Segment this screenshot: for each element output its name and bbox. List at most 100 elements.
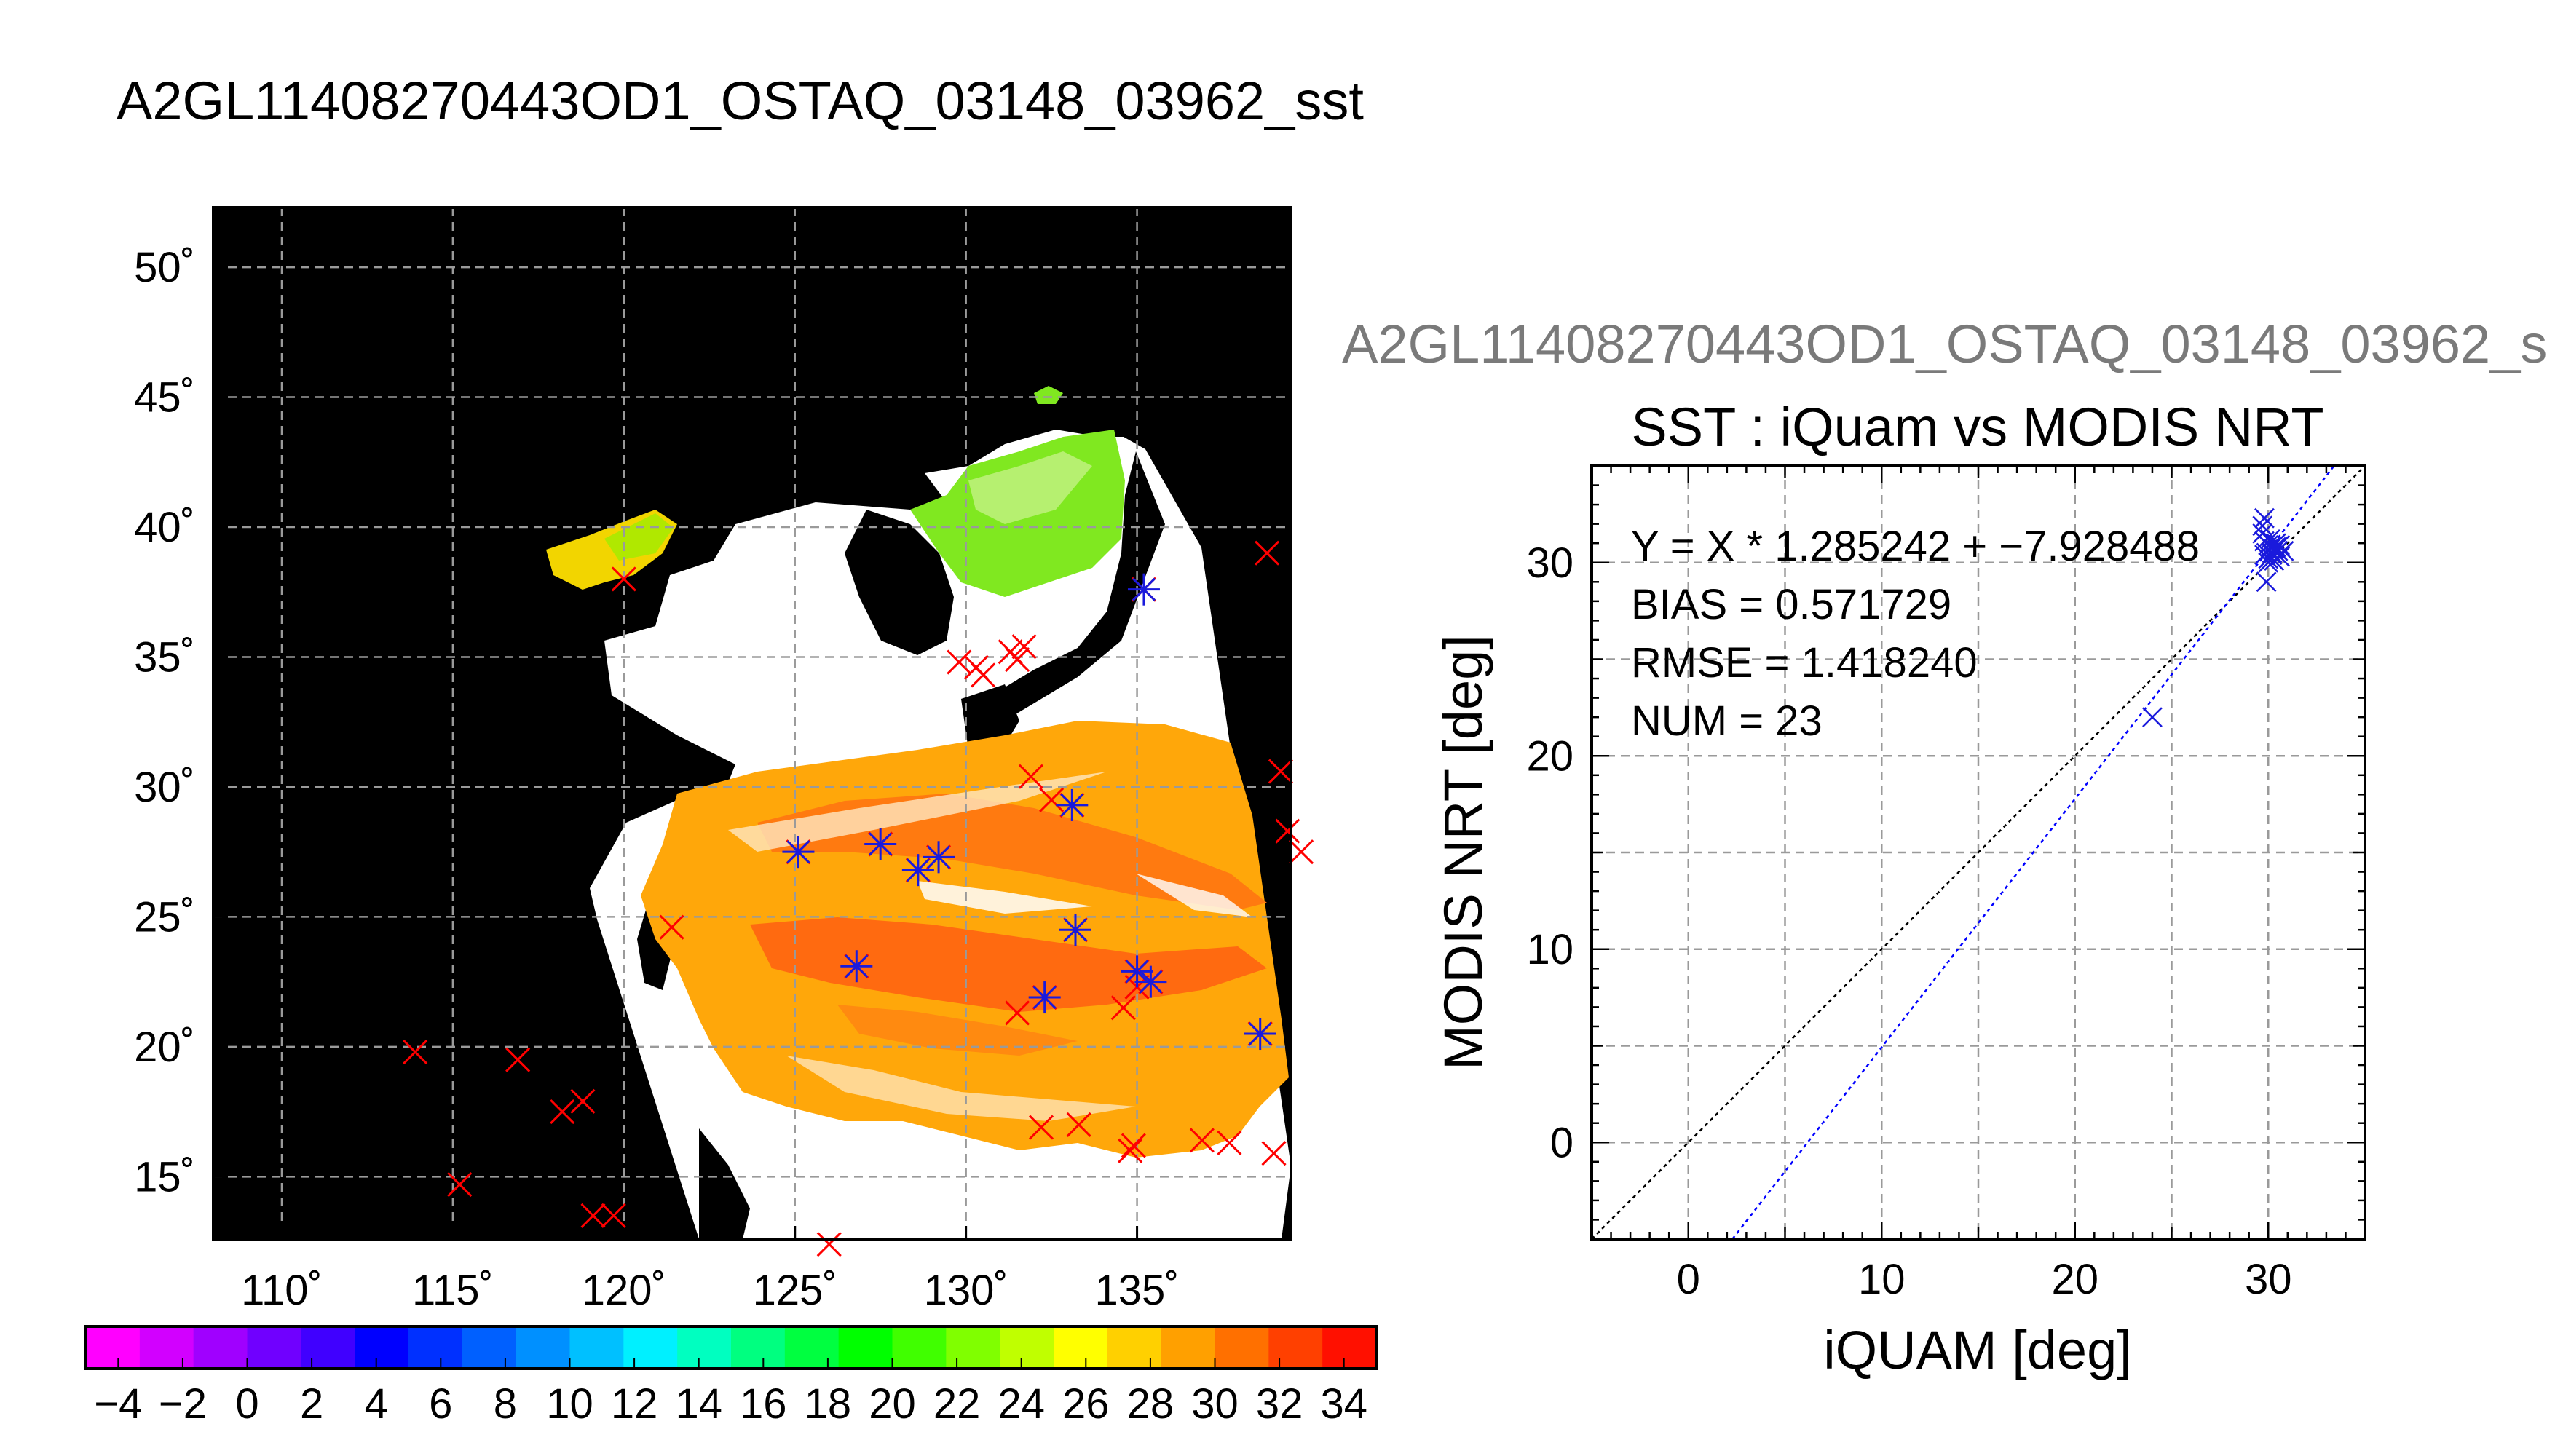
matchup-marker-blue-d2	[1063, 918, 1088, 942]
iquam-marker	[447, 1171, 473, 1198]
iquam-marker	[947, 649, 972, 675]
colorbar: −4 −2 0 2 4 6 8 10 12 14 16 18 20 22 24 26 28 30 32 34	[84, 1325, 1378, 1428]
lat-tick-label: 25˚	[134, 893, 195, 941]
iquam-marker	[550, 1099, 575, 1125]
matchup-marker-blue-d2	[786, 840, 810, 864]
scatter-frame	[1590, 464, 2366, 1241]
iquam-marker	[1268, 759, 1293, 784]
colorbar-cell	[247, 1326, 302, 1369]
matchup-marker-blue-d2	[1132, 577, 1156, 601]
lon-tick-label: 115˚	[412, 1267, 494, 1314]
colorbar-tick-label: −2	[159, 1380, 207, 1428]
iquam-marker	[1217, 1130, 1242, 1155]
iquam-marker	[1255, 540, 1280, 566]
matchup-marker-blue-d2	[927, 845, 951, 869]
scatter-lines	[1591, 465, 2366, 1240]
matchup-marker-blue-d2	[1139, 970, 1163, 994]
iquam-marker	[1039, 787, 1065, 812]
iquam-marker	[1275, 818, 1300, 844]
colorbar-tick-label: 6	[429, 1380, 452, 1428]
colorbar-tick-label: 8	[494, 1380, 517, 1428]
colorbar-tick-label: 4	[365, 1380, 388, 1428]
lat-tick-label: 20˚	[134, 1024, 195, 1071]
matchup-marker	[1127, 573, 1160, 606]
lat-tick-labels: 50˚ 45˚ 40˚ 35˚ 30˚ 25˚ 20˚ 15˚	[134, 244, 195, 1200]
korean-peninsula-land	[845, 510, 954, 655]
colorbar-tick-label: 2	[300, 1380, 323, 1428]
lat-tick-label: 35˚	[134, 633, 195, 681]
matchup-marker	[923, 841, 955, 874]
cloud-streak-1	[728, 772, 1107, 852]
matchup-markers	[782, 573, 1276, 1051]
colorbar-frame	[84, 1325, 1378, 1370]
iquam-marker	[1110, 995, 1136, 1021]
sst-map-panel: 50˚ 45˚ 40˚ 35˚ 30˚ 25˚ 20˚ 15˚ 110˚ 115˚ 120˚ 125…	[134, 206, 1314, 1314]
cloud-streak-2	[917, 881, 1092, 914]
colorbar-tick-label: 10	[546, 1380, 593, 1428]
scatter-title: SST : iQuam vs MODIS NRT	[1631, 397, 2323, 457]
colorbar-cell	[408, 1326, 463, 1369]
scatter-point	[2264, 539, 2285, 560]
colorbar-cells	[86, 1326, 1377, 1369]
scatter-x-tick-label: 10	[1858, 1256, 1906, 1303]
iquam-marker	[659, 914, 684, 940]
iquam-marker	[1121, 1133, 1146, 1158]
colorbar-tick-label: 18	[805, 1380, 852, 1428]
iquam-marker	[1005, 646, 1030, 673]
lat-tick-label: 40˚	[134, 504, 195, 551]
scatter-xlabel: iQUAM [deg]	[1823, 1320, 2132, 1380]
scatter-y-tick-label: 10	[1526, 926, 1573, 973]
iquam-marker	[971, 662, 996, 688]
matchup-marker-blue-d2	[1248, 1021, 1272, 1046]
colorbar-tick-label: 28	[1127, 1380, 1174, 1428]
colorbar-cell	[516, 1326, 571, 1369]
scatter-y-tick-label: 30	[1526, 539, 1573, 587]
colorbar-cell	[946, 1326, 1001, 1369]
colorbar-tick-labels: −4 −2 0 2 4 6 8 10 12 14 16 18 20 22 24 26 28 30 32 34	[94, 1380, 1367, 1428]
colorbar-cell	[731, 1326, 786, 1369]
philippines-land	[699, 1128, 750, 1239]
matchup-marker-blue-d2	[1060, 793, 1084, 817]
matchup-marker	[1059, 914, 1091, 946]
scatter-point	[2254, 507, 2275, 529]
iquam-marker	[816, 1232, 842, 1257]
rmse-label: RMSE = 1.418240	[1631, 639, 1978, 687]
iquam-marker	[403, 1039, 428, 1065]
matchup-marker-blue-d2	[869, 832, 893, 856]
colorbar-cell	[86, 1326, 141, 1369]
fit-line	[1731, 465, 2335, 1240]
iquam-marker	[611, 566, 636, 592]
colorbar-cell	[1000, 1326, 1054, 1369]
lon-tick-label: 110˚	[241, 1267, 323, 1314]
matchup-marker	[864, 828, 897, 860]
colorbar-cell	[139, 1326, 194, 1369]
figure-title: A2GL11408270443OD1_OSTAQ_03148_03962_sst	[117, 71, 1364, 131]
iquam-marker	[1028, 1115, 1054, 1140]
iquam-marker	[1005, 1000, 1030, 1026]
cloud-streak-4	[1136, 874, 1252, 917]
matchup-marker-blue-d2	[1032, 985, 1057, 1010]
colorbar-cell	[1107, 1326, 1162, 1369]
colorbar-cell	[569, 1326, 625, 1369]
fit-equation: Y = X * 1.285242 + −7.928488	[1631, 523, 2200, 570]
scatter-x-tick-label: 0	[1677, 1256, 1700, 1303]
warm-band-south	[837, 1005, 1078, 1056]
colorbar-tick-label: 0	[235, 1380, 258, 1428]
iquam-marker	[580, 1203, 606, 1228]
colorbar-tick-label: 20	[869, 1380, 916, 1428]
iquam-marker	[1066, 1112, 1091, 1138]
matchup-marker	[1121, 955, 1153, 988]
scatter-point	[2256, 571, 2277, 593]
matchup-marker-blue-d2	[906, 858, 930, 882]
map-ticks	[213, 266, 1139, 1239]
lon-tick-label: 135˚	[1095, 1267, 1180, 1314]
colorbar-ticks	[117, 1358, 1345, 1369]
colorbar-cell	[1215, 1326, 1270, 1369]
colorbar-cell	[301, 1326, 356, 1369]
colorbar-tick-label: 34	[1320, 1380, 1367, 1428]
scatter-x-tick-label: 20	[2051, 1256, 2098, 1303]
matchup-marker	[782, 836, 815, 869]
scatter-point	[2270, 534, 2291, 555]
scatter-y-tick-label: 0	[1550, 1119, 1573, 1166]
colorbar-tick-label: 26	[1062, 1380, 1110, 1428]
